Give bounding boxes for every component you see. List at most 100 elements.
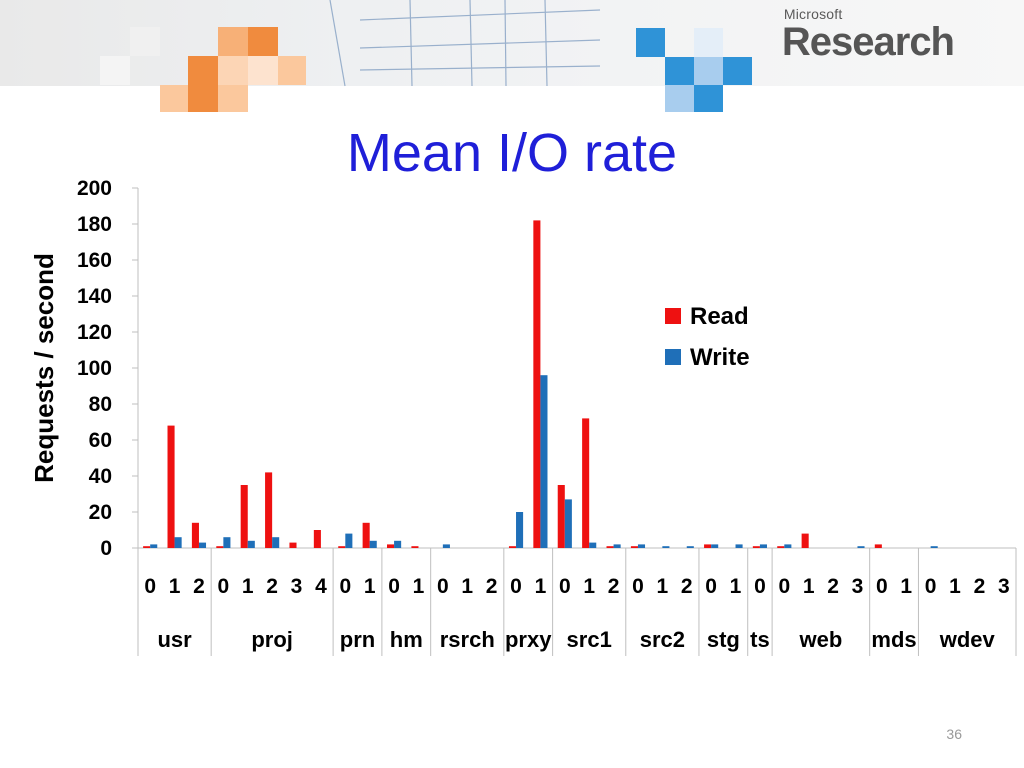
x-group-label: web	[798, 627, 842, 652]
write-bar	[784, 544, 792, 548]
write-bar	[442, 544, 450, 548]
page-number: 36	[946, 726, 962, 742]
x-tick-label: 2	[974, 575, 986, 598]
y-axis-title-group: Requests / second	[29, 253, 59, 483]
read-bar	[582, 418, 590, 548]
x-tick-label: 1	[364, 575, 376, 598]
y-tick-label: 0	[100, 537, 112, 560]
x-tick-label: 0	[388, 575, 400, 598]
x-tick-label: 1	[242, 575, 254, 598]
x-tick-label: 2	[193, 575, 205, 598]
write-bar	[930, 546, 938, 548]
x-tick-label: 1	[461, 575, 473, 598]
x-group-label: src1	[567, 627, 612, 652]
write-bar	[516, 512, 524, 548]
write-bar	[150, 544, 158, 548]
x-tick-label: 0	[437, 575, 449, 598]
write-bar	[540, 375, 548, 548]
x-tick-label: 1	[583, 575, 595, 598]
x-tick-label: 3	[998, 575, 1010, 598]
chart-legend: Read Write	[665, 303, 750, 371]
x-group-label: usr	[157, 627, 192, 652]
write-bar	[662, 546, 670, 548]
read-bar	[508, 546, 517, 548]
legend-swatch	[665, 308, 681, 324]
read-bar	[801, 533, 809, 548]
x-tick-label: 1	[169, 575, 181, 598]
y-tick-label: 160	[77, 249, 112, 272]
x-tick-label: 2	[486, 575, 498, 598]
y-tick-label: 40	[89, 465, 112, 488]
write-bar	[564, 499, 572, 548]
write-bar	[272, 537, 280, 548]
x-tick-label: 0	[339, 575, 351, 598]
y-tick-label: 20	[89, 501, 112, 524]
x-tick-label: 0	[559, 575, 571, 598]
read-bar	[143, 546, 151, 548]
x-tick-label: 0	[144, 575, 156, 598]
read-bar	[338, 546, 346, 548]
x-tick-label: 0	[218, 575, 230, 598]
read-bar	[630, 546, 638, 548]
y-tick-label: 120	[77, 321, 112, 344]
y-tick-label: 80	[89, 393, 112, 416]
x-group-label: stg	[707, 627, 740, 652]
read-bar	[167, 425, 175, 548]
write-bar	[711, 544, 719, 548]
header-mosaic-graphic	[0, 0, 1024, 112]
x-tick-label: 0	[754, 575, 766, 598]
write-bar	[589, 542, 597, 548]
x-tick-label: 0	[925, 575, 937, 598]
write-bar	[369, 540, 377, 548]
x-group-label: prxy	[505, 627, 552, 652]
x-tick-label: 1	[657, 575, 669, 598]
x-tick-label: 1	[535, 575, 547, 598]
x-group-label: rsrch	[440, 627, 495, 652]
read-bar	[557, 485, 565, 548]
x-group-label: wdev	[939, 627, 996, 652]
x-group-label: prn	[340, 627, 375, 652]
read-bar	[606, 546, 614, 548]
x-tick-label: 0	[632, 575, 644, 598]
write-bar	[759, 544, 767, 548]
x-tick-label: 1	[949, 575, 961, 598]
x-tick-label: 2	[827, 575, 839, 598]
x-group-label: mds	[871, 627, 916, 652]
legend-swatch	[665, 349, 681, 365]
write-bar	[686, 546, 694, 548]
x-tick-label: 1	[900, 575, 912, 598]
read-bar	[289, 542, 297, 548]
write-bar	[198, 542, 207, 548]
x-group-label: src2	[640, 627, 685, 652]
y-tick-label: 140	[77, 285, 112, 308]
x-tick-label: 4	[315, 575, 327, 598]
x-tick-label: 3	[852, 575, 864, 598]
microsoft-research-logo: Microsoft Research	[781, 6, 955, 64]
x-tick-label: 0	[876, 575, 888, 598]
read-bar	[752, 546, 760, 548]
x-tick-label: 1	[803, 575, 815, 598]
write-bar	[247, 540, 255, 548]
read-bar	[313, 530, 321, 548]
write-bar	[345, 533, 353, 548]
x-tick-label: 2	[608, 575, 620, 598]
read-bar	[265, 472, 273, 548]
x-tick-label: 2	[681, 575, 693, 598]
read-bar	[533, 220, 541, 548]
write-bar	[637, 544, 646, 548]
y-axis-title: Requests / second	[29, 253, 59, 483]
write-bar	[735, 544, 743, 548]
logo-research-text: Research	[781, 20, 955, 64]
write-bar	[223, 537, 231, 548]
x-tick-label: 2	[266, 575, 278, 598]
x-group-label: hm	[390, 627, 423, 652]
read-bar	[411, 546, 419, 548]
write-bar	[857, 546, 865, 548]
x-tick-label: 0	[705, 575, 717, 598]
x-group-label: proj	[251, 627, 293, 652]
write-bar	[174, 537, 182, 548]
x-group-label: ts	[750, 627, 770, 652]
y-tick-label: 180	[77, 213, 112, 236]
